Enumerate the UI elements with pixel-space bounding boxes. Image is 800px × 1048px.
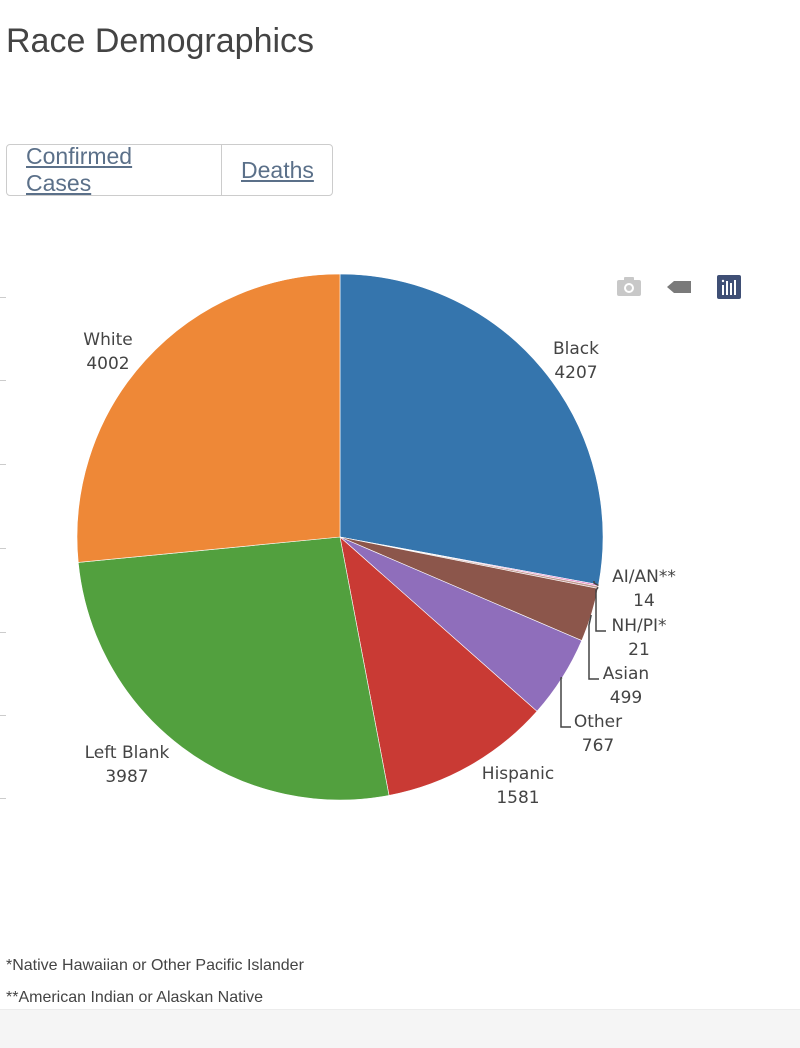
slice-value-hispanic: 1581: [496, 788, 539, 808]
slice-label-left-blank: Left Blank: [85, 743, 170, 763]
tag-icon[interactable]: [664, 272, 694, 302]
axis-tick-mark: [0, 632, 6, 633]
page-title: Race Demographics: [6, 22, 315, 60]
race-pie-chart: Black 4207 AI/AN** 14 NH/PI* 21 Asian 499 Other 7…: [76, 273, 676, 808]
tab-confirmed-cases[interactable]: Confirmed Cases: [26, 143, 133, 196]
slice-label-other: Other: [574, 712, 622, 732]
slice-label-black: Black: [553, 339, 599, 359]
pie-labels: Black 4207 AI/AN** 14 NH/PI* 21 Asian 499 Other 7…: [83, 330, 676, 808]
slice-label-asian: Asian: [603, 664, 649, 684]
axis-tick-mark: [0, 464, 6, 465]
pie-leader-lines: [560, 581, 606, 728]
leader-line-other: [560, 677, 571, 728]
axis-tick-mark: [0, 715, 6, 716]
axis-tick-mark: [0, 380, 6, 381]
footnote-aian: **American Indian or Alaskan Native: [6, 989, 264, 1006]
leader-line-nh-pi: [595, 586, 606, 632]
footnotes: *Native Hawaiian or Other Pacific Island…: [6, 956, 304, 1020]
slice-label-nh-pi: NH/PI*: [612, 616, 667, 636]
axis-tick-mark: [0, 297, 6, 298]
slice-label-hispanic: Hispanic: [482, 764, 554, 784]
chart-tab-group: Confirmed Cases Deaths: [6, 143, 333, 196]
slice-label-white: White: [83, 330, 132, 350]
pie-slice-left-blank[interactable]: [77, 536, 390, 801]
tab-deaths[interactable]: Deaths: [221, 145, 332, 195]
slice-value-left-blank: 3987: [105, 767, 148, 787]
plotly-logo-icon[interactable]: [714, 272, 744, 302]
slice-label-ai-an: AI/AN**: [612, 567, 676, 587]
slice-value-asian: 499: [610, 688, 642, 708]
pie-slice-black[interactable]: [339, 273, 604, 586]
slice-value-white: 4002: [86, 354, 129, 374]
pie-slice-white[interactable]: [76, 273, 341, 563]
leader-line-asian: [588, 614, 599, 680]
leader-line-ai-an: [593, 581, 599, 587]
chart-toolbar: [614, 272, 744, 302]
axis-tick-mark: [0, 798, 6, 799]
slice-value-nh-pi: 21: [628, 640, 650, 660]
pie-slice-hispanic[interactable]: [339, 536, 538, 796]
pie-slices: [76, 273, 604, 801]
footnote-nhpi: *Native Hawaiian or Other Pacific Island…: [6, 957, 304, 974]
axis-tick-mark: [0, 548, 6, 549]
slice-value-other: 767: [582, 736, 614, 756]
slice-value-black: 4207: [554, 363, 597, 383]
slice-value-ai-an: 14: [633, 591, 655, 611]
bottom-bar: [0, 1009, 800, 1048]
camera-icon[interactable]: [614, 272, 644, 302]
